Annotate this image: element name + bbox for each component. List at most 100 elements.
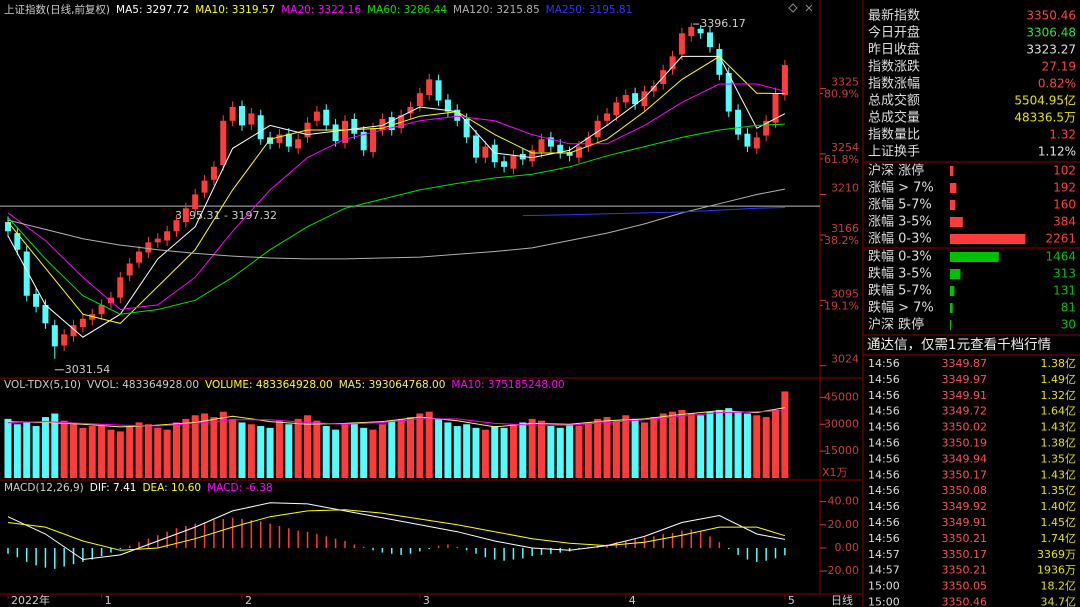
ma-line xyxy=(522,207,785,217)
quote-value: 48336.5万 xyxy=(1014,111,1076,125)
candle-body xyxy=(164,231,171,241)
candle-body xyxy=(173,220,180,232)
volume-bar xyxy=(481,429,489,478)
breadth-bar xyxy=(950,183,957,193)
candle-body xyxy=(388,117,395,131)
volume-bar xyxy=(734,411,742,478)
volume-bar xyxy=(219,411,227,478)
quote-label: 今日开盘 xyxy=(868,25,920,41)
high-label: 3396.17 xyxy=(700,17,746,30)
fib-label: 61.8% xyxy=(824,153,859,166)
candle-body xyxy=(463,118,470,138)
candle-body xyxy=(61,334,68,346)
macd-line xyxy=(7,509,786,551)
legend-value: 483364928.00 xyxy=(255,379,333,391)
breadth-label: 跌幅 0-3% xyxy=(868,249,932,265)
candle-body xyxy=(753,137,760,149)
candle-body xyxy=(154,238,161,243)
candle-body xyxy=(585,137,592,147)
candle-body xyxy=(707,32,713,48)
breadth-value: 102 xyxy=(1053,164,1076,178)
quote-label: 总成交量 xyxy=(868,110,920,126)
tick-volume: 34.7亿 xyxy=(1041,596,1077,607)
breadth-label: 涨幅 5-7% xyxy=(868,198,932,213)
period-label: 日线 xyxy=(831,593,853,607)
close-icon[interactable] xyxy=(805,4,813,12)
candle-body xyxy=(725,72,732,112)
x-tick-label: 2022年 xyxy=(11,593,50,607)
volume-bar xyxy=(762,417,770,478)
quote-label: 最新指数 xyxy=(868,8,920,24)
volume-bar xyxy=(182,418,190,478)
candle-body xyxy=(538,139,545,153)
tick-time: 14:56 xyxy=(868,452,900,465)
candle-body xyxy=(126,263,133,276)
tick-time: 14:57 xyxy=(868,564,900,577)
volume-bar xyxy=(584,422,592,478)
legend-value: 483364928.00 xyxy=(122,379,200,391)
candle-body xyxy=(632,93,639,105)
y-tick-label: 45000 xyxy=(824,390,859,403)
candle-body xyxy=(622,95,629,103)
y-tick-label: 0.00 xyxy=(835,541,860,554)
candle-body xyxy=(454,109,461,121)
legend-name: MACD xyxy=(207,482,245,494)
tick-price: 3350.19 xyxy=(942,437,988,450)
legend-name: MA5 xyxy=(339,379,369,391)
legend-value: 3297.72 xyxy=(145,4,190,16)
tick-volume: 1.32亿 xyxy=(1041,389,1077,402)
tick-price: 3349.97 xyxy=(942,373,988,386)
macd-legend: MACD(12,26,9) DIF7.41 DEA10.60 MACD-6.38 xyxy=(4,482,279,494)
breadth-value: 160 xyxy=(1053,198,1076,212)
volume-bar xyxy=(229,418,237,478)
candle-body xyxy=(136,251,143,263)
tick-price: 3350.21 xyxy=(942,564,988,577)
volume-bar xyxy=(678,409,686,478)
quote-value: 3350.46 xyxy=(1026,9,1076,23)
volume-bar xyxy=(528,418,536,478)
tick-volume: 1936万 xyxy=(1037,564,1076,577)
breadth-bar xyxy=(950,269,961,279)
volume-bar xyxy=(416,413,424,478)
table-title: 通达信，仅需1元查看千档行情 xyxy=(867,337,1051,353)
tick-volume: 1.45亿 xyxy=(1041,516,1077,529)
breadth-bar xyxy=(950,252,999,262)
candle-body xyxy=(267,137,274,144)
candle-body xyxy=(604,113,611,121)
volume-bar xyxy=(332,429,340,478)
breadth-value: 131 xyxy=(1053,284,1076,298)
volume-bar xyxy=(88,426,96,478)
breadth-value: 192 xyxy=(1053,181,1076,195)
candle-body xyxy=(145,242,152,253)
tick-price: 3349.91 xyxy=(942,516,988,529)
tick-time: 14:56 xyxy=(868,405,900,418)
volume-bar xyxy=(350,422,358,478)
volume-bar xyxy=(594,418,602,478)
candle-body xyxy=(33,293,40,307)
toolbar-icon[interactable] xyxy=(788,3,798,13)
tick-time: 14:56 xyxy=(868,516,900,529)
low-label: 3031.54 xyxy=(65,363,111,376)
candle-body xyxy=(641,91,648,107)
tick-time: 14:57 xyxy=(868,548,900,561)
volume-bar xyxy=(304,415,312,478)
breadth-value: 30 xyxy=(1061,318,1076,332)
candle-body xyxy=(351,118,358,134)
y-tick-label: 30000 xyxy=(824,417,859,430)
tick-volume: 1.43亿 xyxy=(1041,468,1077,481)
candle-body xyxy=(107,297,114,304)
volume-bar xyxy=(360,427,368,478)
volume-bar xyxy=(98,424,106,478)
y-tick-label: 15000 xyxy=(824,444,859,457)
chart-title: 上证指数(日线,前复权) xyxy=(4,4,111,16)
candle-body xyxy=(557,144,564,154)
legend-name: MA120 xyxy=(453,4,496,16)
volume-bar xyxy=(725,408,733,478)
candle-body xyxy=(547,137,554,147)
tick-time: 14:56 xyxy=(868,484,900,497)
volume-bar xyxy=(201,413,209,478)
candle-body xyxy=(341,120,348,143)
volume-bar xyxy=(13,424,21,478)
fib-label: 80.9% xyxy=(824,88,859,101)
ma-line xyxy=(7,55,786,338)
